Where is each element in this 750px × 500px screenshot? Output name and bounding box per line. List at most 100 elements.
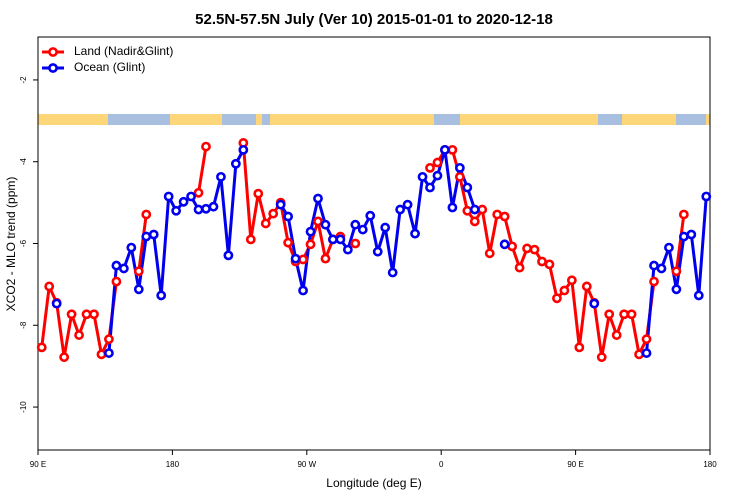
data-point xyxy=(133,284,144,295)
data-point xyxy=(156,290,167,301)
data-point xyxy=(693,290,704,301)
data-point xyxy=(372,246,383,257)
data-point xyxy=(499,211,510,222)
data-point xyxy=(313,216,323,227)
data-point xyxy=(320,253,331,264)
data-point xyxy=(649,276,659,287)
data-point xyxy=(133,266,144,277)
data-point xyxy=(44,281,55,292)
data-point xyxy=(462,182,473,193)
data-point xyxy=(365,210,376,221)
data-point xyxy=(425,182,435,193)
x-tick-label: 90 E xyxy=(567,460,583,469)
legend: Land (Nadir&Glint) Ocean (Glint) xyxy=(42,44,173,74)
y-tick-label: -2 xyxy=(19,76,28,84)
data-point xyxy=(171,205,182,216)
data-point xyxy=(440,144,450,155)
data-point xyxy=(328,234,338,245)
data-point xyxy=(507,241,518,252)
data-point xyxy=(111,260,122,271)
data-point xyxy=(193,204,204,215)
data-point xyxy=(230,158,241,169)
y-tick-label: -10 xyxy=(19,401,28,413)
data-point xyxy=(469,204,480,215)
data-point xyxy=(469,216,480,227)
data-point xyxy=(89,309,99,320)
data-point xyxy=(596,352,607,363)
data-point xyxy=(477,204,488,215)
data-point xyxy=(447,202,458,213)
data-point xyxy=(604,309,615,320)
x-tick-label: 0 xyxy=(439,460,444,469)
x-axis-label: Longitude (deg E) xyxy=(326,476,421,490)
data-point xyxy=(74,330,84,340)
data-point xyxy=(611,330,622,340)
data-point xyxy=(678,231,689,242)
data-point xyxy=(66,309,77,320)
data-point xyxy=(126,242,137,253)
data-point xyxy=(193,187,204,198)
data-point xyxy=(245,234,256,245)
data-point xyxy=(141,231,152,242)
data-point xyxy=(357,224,368,235)
data-point xyxy=(51,298,62,309)
data-point xyxy=(417,171,428,182)
data-point xyxy=(186,191,196,202)
data-point xyxy=(320,219,331,230)
y-tick-label: -4 xyxy=(19,158,28,166)
data-point xyxy=(387,267,398,278)
chart-title: 52.5N-57.5N July (Ver 10) 2015-01-01 to … xyxy=(195,11,553,28)
data-point xyxy=(686,229,697,240)
data-point xyxy=(111,276,122,287)
legend-marker xyxy=(48,63,58,73)
data-point xyxy=(141,209,152,220)
data-point xyxy=(484,248,495,259)
data-point xyxy=(514,262,525,273)
data-point xyxy=(656,263,667,274)
data-point xyxy=(118,263,129,274)
data-point xyxy=(201,141,211,152)
data-point xyxy=(223,250,234,261)
data-point xyxy=(462,205,473,216)
data-point xyxy=(305,226,316,237)
legend-marker xyxy=(48,47,58,57)
data-point xyxy=(432,157,443,168)
data-point xyxy=(148,229,159,240)
data-point xyxy=(641,348,652,358)
data-point xyxy=(589,298,600,309)
data-point xyxy=(581,281,592,292)
data-point xyxy=(268,208,279,219)
y-tick-label: -6 xyxy=(19,239,28,247)
x-tick-label: 90 W xyxy=(297,460,316,469)
data-point xyxy=(634,349,644,360)
data-point xyxy=(678,209,689,220)
plot-frame xyxy=(37,36,711,451)
series-line xyxy=(40,142,686,359)
data-point xyxy=(402,199,413,210)
data-point xyxy=(559,285,570,296)
y-axis-label: XCO2 - MLO trend (ppm) xyxy=(4,177,18,312)
legend-label: Ocean (Glint) xyxy=(74,60,145,74)
data-point xyxy=(522,243,532,254)
x-tick-label: 180 xyxy=(703,460,717,469)
data-point xyxy=(275,199,286,210)
y-tick-label: -8 xyxy=(19,321,28,329)
data-point xyxy=(36,342,47,353)
data-point xyxy=(566,275,577,286)
data-point xyxy=(380,222,391,233)
x-tick-label: 90 E xyxy=(30,460,46,469)
data-point xyxy=(447,144,458,155)
data-point xyxy=(59,352,70,363)
data-point xyxy=(253,188,264,199)
data-point xyxy=(335,234,346,245)
data-point xyxy=(544,259,555,270)
data-point xyxy=(298,285,308,296)
data-point xyxy=(410,228,420,239)
data-point xyxy=(350,219,361,230)
data-point xyxy=(649,260,659,271)
data-point xyxy=(104,348,114,358)
data-point xyxy=(283,211,294,222)
data-point xyxy=(432,170,443,181)
data-point xyxy=(216,171,226,182)
